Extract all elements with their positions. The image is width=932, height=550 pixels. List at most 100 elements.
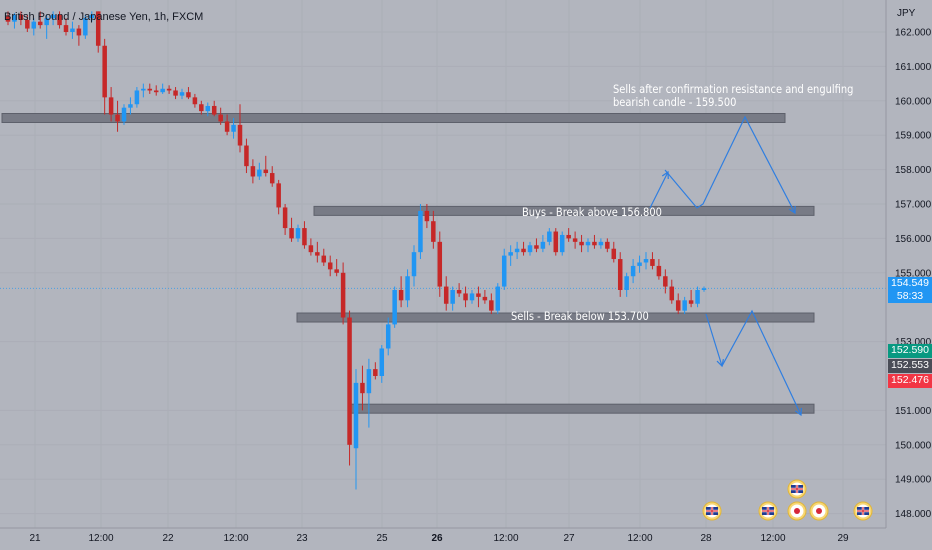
candle-bear — [489, 300, 494, 311]
price-tick-label: 157.000 — [895, 200, 932, 211]
candle-bear — [76, 28, 82, 36]
candle-bull — [44, 18, 49, 26]
candle-bear — [308, 245, 314, 253]
candle-bear — [437, 241, 443, 287]
candle-bear — [192, 97, 198, 105]
candle-bear — [218, 114, 223, 122]
candle-bear — [63, 25, 69, 32]
price-axis-panel[interactable] — [886, 0, 932, 528]
candle-bull — [643, 259, 649, 263]
candle-bear — [25, 19, 30, 29]
candle-bear — [611, 248, 617, 260]
candle-bear — [315, 252, 320, 256]
candle-bear — [572, 238, 578, 242]
candle-bull — [598, 241, 604, 246]
candle-bear — [688, 300, 694, 304]
candle-bull — [501, 255, 507, 287]
time-tick-label: 23 — [296, 533, 308, 544]
time-tick-label: 12:00 — [223, 533, 248, 544]
candle-bull — [701, 288, 707, 290]
candle-bear — [456, 290, 462, 294]
time-tick-label: 29 — [837, 533, 849, 544]
price-tick-label: 151.000 — [895, 406, 932, 417]
candle-bull — [50, 14, 56, 19]
candle-bear — [18, 14, 24, 20]
time-tick-label: 25 — [376, 533, 388, 544]
candle-bull — [205, 105, 211, 112]
candle-bear — [650, 259, 655, 266]
level-badge-green: 152.590 — [888, 344, 932, 358]
jp-flag-event-icon[interactable] — [809, 501, 829, 521]
candle-bear — [199, 104, 204, 112]
price-tick-label: 161.000 — [895, 62, 932, 73]
candle-bull — [179, 92, 185, 96]
uk-flag-event-icon[interactable] — [702, 501, 722, 521]
candle-bear — [250, 166, 256, 177]
price-tick-label: 160.000 — [895, 96, 932, 107]
zone-band — [347, 403, 815, 414]
candle-bull — [559, 234, 565, 253]
price-tick-label: 155.000 — [895, 268, 932, 279]
jp-flag-event-icon[interactable] — [787, 501, 807, 521]
jp-flag-sun — [816, 508, 822, 514]
candle-bull — [12, 14, 17, 22]
price-tick-label: 148.000 — [895, 509, 932, 520]
candle-bear — [302, 228, 307, 246]
price-tick-label: 150.000 — [895, 440, 932, 451]
uk-flag-event-icon[interactable] — [853, 501, 873, 521]
candle-bear — [476, 293, 481, 297]
projection-line — [705, 313, 723, 367]
candle-bull — [527, 245, 533, 253]
candle-bull — [295, 228, 301, 239]
candle-bear — [321, 255, 327, 263]
candle-bear — [37, 21, 43, 26]
candle-bear — [340, 272, 346, 318]
candle-bear — [373, 369, 378, 376]
projection-line — [649, 171, 669, 209]
uk-flag-event-icon[interactable] — [758, 501, 778, 521]
candle-bull — [508, 252, 513, 256]
arrowhead — [788, 205, 796, 215]
candle-bull — [392, 290, 397, 325]
zone-band — [1, 113, 786, 123]
last-price-badge: 154.549 58:33 — [888, 277, 932, 303]
symbol-title[interactable]: British Pound / Japanese Yen, 1h, FXCM — [4, 11, 204, 23]
candle-bull — [31, 21, 37, 29]
level-badge-gray: 152.553 — [888, 359, 932, 373]
time-tick-label: 12:00 — [88, 533, 113, 544]
candle-bear — [592, 241, 597, 246]
candle-bull — [70, 28, 75, 32]
candle-bear — [115, 114, 120, 122]
candle-bull — [695, 290, 700, 304]
projection-line — [721, 309, 802, 416]
candle-bear — [186, 92, 191, 98]
sells-above-annotation: Sells after confirmation resistance and … — [613, 82, 854, 109]
arrowhead — [794, 407, 803, 417]
economic-events[interactable] — [702, 479, 873, 521]
candle-bear — [521, 248, 526, 253]
candle-bull — [514, 248, 520, 253]
price-tick-label: 153.000 — [895, 337, 932, 348]
candle-bull — [128, 104, 133, 108]
candle-bear — [153, 90, 159, 93]
candle-bear — [334, 269, 339, 273]
candle-bear — [108, 97, 114, 115]
candle-bear — [347, 317, 352, 445]
time-axis-panel[interactable] — [0, 528, 932, 550]
candle-bull — [637, 262, 642, 266]
candle-bull — [411, 252, 417, 277]
uk-flag-event-icon[interactable] — [787, 479, 807, 499]
candle-bear — [269, 173, 275, 184]
candle-bear — [675, 300, 681, 311]
candle-bear — [443, 286, 449, 304]
candle-bull — [141, 88, 146, 91]
price-tick-label: 156.000 — [895, 234, 932, 245]
time-tick-label: 12:00 — [627, 533, 652, 544]
candle-bull — [160, 88, 165, 93]
candle-bear — [289, 228, 294, 239]
candle-bull — [547, 231, 552, 242]
candle-bear — [656, 265, 662, 277]
time-axis-ticks: 21 12:00 22 12:00 23 25 26 12:00 27 12:00 28 12:00 2… — [29, 533, 849, 544]
plot-background — [0, 0, 886, 528]
